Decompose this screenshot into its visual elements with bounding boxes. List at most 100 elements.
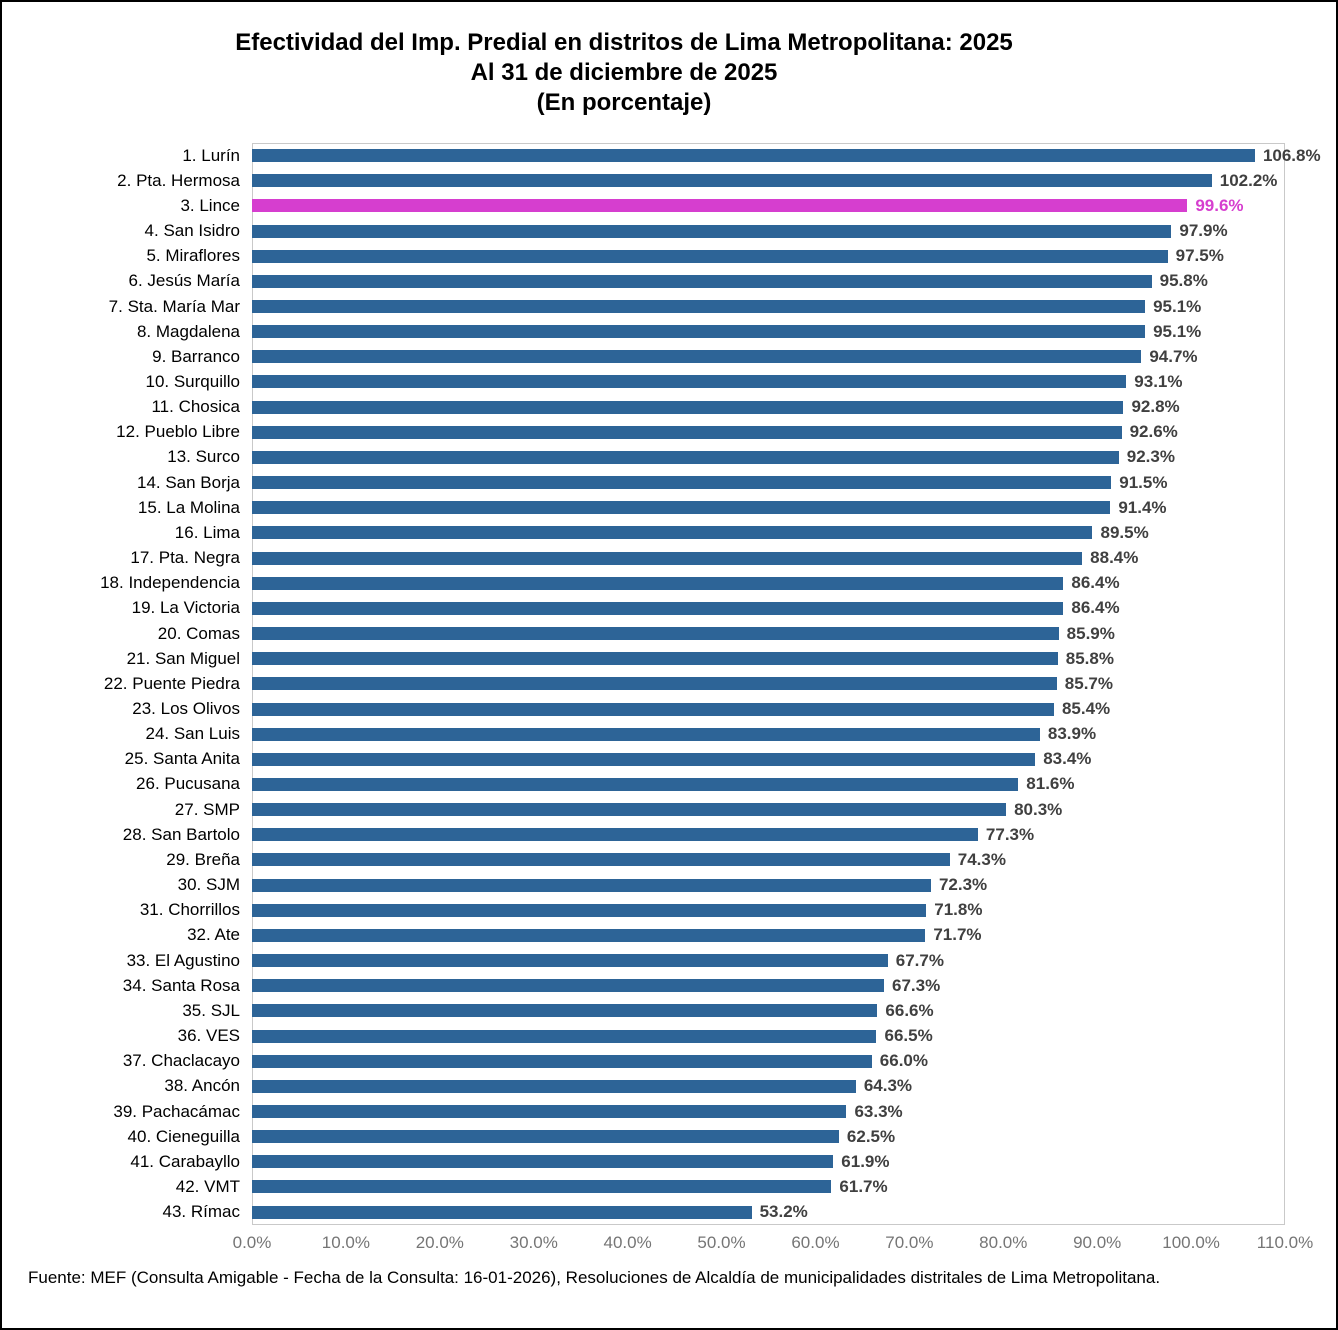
x-axis-tick-label: 60.0% — [791, 1233, 840, 1252]
bar-track: 67.7% — [252, 948, 1285, 973]
value-label: 92.8% — [1131, 397, 1180, 417]
category-label: 8. Magdalena — [136, 321, 240, 341]
x-axis-tick-label: 80.0% — [979, 1233, 1028, 1252]
bar-row: 2. Pta. Hermosa 102.2% — [2, 168, 1285, 193]
bar-track: 93.1% — [252, 369, 1285, 394]
bar-row: 5. Miraflores 97.5% — [2, 244, 1285, 269]
category-label: 4. San Isidro — [144, 221, 240, 241]
bar-track: 85.4% — [252, 696, 1285, 721]
bar-row: 29. Breña 74.3% — [2, 847, 1285, 872]
bar — [252, 702, 1054, 716]
bar-track: 85.7% — [252, 671, 1285, 696]
category-label: 43. Rímac — [162, 1202, 240, 1222]
bar-track: 53.2% — [252, 1200, 1285, 1225]
category-label: 15. La Molina — [137, 497, 240, 517]
value-label: 97.5% — [1175, 246, 1224, 266]
value-label: 95.1% — [1153, 321, 1202, 341]
x-axis-tick-label: 70.0% — [885, 1233, 934, 1252]
x-axis-tick-label: 20.0% — [415, 1233, 464, 1252]
bar-row: 9. Barranco 94.7% — [2, 344, 1285, 369]
value-label: 61.9% — [841, 1151, 890, 1171]
bar — [252, 1130, 839, 1144]
bar-row: 11. Chosica 92.8% — [2, 395, 1285, 420]
bar-track: 91.4% — [252, 495, 1285, 520]
bar — [252, 526, 1093, 540]
chart-title: Efectividad del Imp. Predial en distrito… — [235, 29, 1013, 56]
bar — [252, 903, 927, 917]
category-label: 36. VES — [177, 1026, 240, 1046]
bar-row: 1. Lurín 106.8% — [2, 143, 1320, 168]
value-label: 67.7% — [895, 950, 944, 970]
bar — [252, 274, 1152, 288]
x-axis-tick-label: 90.0% — [1073, 1233, 1122, 1252]
value-label: 63.3% — [854, 1101, 903, 1121]
bar-row: 6. Jesús María 95.8% — [2, 269, 1285, 294]
bar — [252, 853, 950, 867]
bar — [252, 652, 1058, 666]
bar-chart-plot: 1. Lurín 106.8% 2. Pta. Hermosa 102.2% 3. Li… — [2, 143, 1321, 1225]
category-label: 16. Lima — [174, 522, 240, 542]
bar — [252, 476, 1112, 490]
bar — [252, 1180, 832, 1194]
value-label: 53.2% — [759, 1202, 808, 1222]
value-label: 80.3% — [1014, 799, 1063, 819]
bar-track: 91.5% — [252, 470, 1285, 495]
x-axis-tick-label: 110.0% — [1256, 1233, 1314, 1252]
value-label: 92.6% — [1129, 422, 1178, 442]
value-label: 71.7% — [933, 925, 982, 945]
bar-track: 89.5% — [252, 520, 1285, 545]
bar-track: 61.9% — [252, 1149, 1285, 1174]
bar — [252, 400, 1124, 414]
bar-track: 80.3% — [252, 797, 1285, 822]
bar — [252, 752, 1036, 766]
bar — [252, 576, 1064, 590]
bar-row: 34. Santa Rosa 67.3% — [2, 973, 1285, 998]
bar-row: 25. Santa Anita 83.4% — [2, 747, 1285, 772]
bar — [252, 677, 1057, 691]
bar-track: 95.8% — [252, 269, 1285, 294]
value-label: 91.5% — [1119, 472, 1168, 492]
category-label: 41. Carabayllo — [130, 1151, 240, 1171]
bar-track: 92.3% — [252, 445, 1285, 470]
value-label: 93.1% — [1134, 371, 1183, 391]
value-label: 74.3% — [957, 849, 1006, 869]
value-label: 81.6% — [1026, 774, 1075, 794]
bar-row: 37. Chaclacayo 66.0% — [2, 1049, 1285, 1074]
value-label: 91.4% — [1118, 497, 1167, 517]
bar-row: 43. Rímac 53.2% — [2, 1200, 1285, 1225]
bar-row: 7. Sta. María Mar 95.1% — [2, 294, 1285, 319]
bar — [252, 1079, 856, 1093]
bar — [252, 174, 1212, 188]
bar-row: 8. Magdalena 95.1% — [2, 319, 1285, 344]
bar — [252, 601, 1064, 615]
category-label: 7. Sta. María Mar — [108, 296, 240, 316]
bar-track: 88.4% — [252, 546, 1285, 571]
x-axis-tick-label: 30.0% — [509, 1233, 558, 1252]
value-label: 77.3% — [985, 824, 1035, 844]
category-label: 29. Breña — [166, 849, 240, 869]
category-label: 22. Puente Piedra — [103, 673, 240, 693]
value-label: 85.9% — [1066, 623, 1115, 643]
category-label: 39. Pachacámac — [113, 1101, 240, 1121]
value-label: 88.4% — [1090, 548, 1139, 568]
category-label: 9. Barranco — [152, 346, 240, 366]
bar-row: 17. Pta. Negra 88.4% — [2, 546, 1285, 571]
bar-row: 13. Surco 92.3% — [2, 445, 1285, 470]
value-label: 99.6% — [1195, 195, 1244, 215]
value-label: 85.8% — [1065, 648, 1114, 668]
bar — [252, 803, 1007, 817]
bar-row: 28. San Bartolo 77.3% — [2, 822, 1285, 847]
category-label: 13. Surco — [167, 447, 240, 467]
bar-row: 20. Comas 85.9% — [2, 621, 1285, 646]
category-label: 2. Pta. Hermosa — [117, 170, 240, 190]
bar-track: 66.5% — [252, 1023, 1285, 1048]
bar-row: 16. Lima 89.5% — [2, 520, 1285, 545]
value-label: 97.9% — [1179, 221, 1228, 241]
bar-row: 3. Lince 99.6% — [2, 193, 1285, 218]
bar — [252, 627, 1059, 641]
bar-row: 42. VMT 61.7% — [2, 1174, 1285, 1199]
bar-track: 95.1% — [252, 294, 1285, 319]
x-axis-tick-label: 0.0% — [232, 1233, 272, 1252]
value-label: 86.4% — [1071, 573, 1120, 593]
bar-track: 71.8% — [252, 898, 1285, 923]
